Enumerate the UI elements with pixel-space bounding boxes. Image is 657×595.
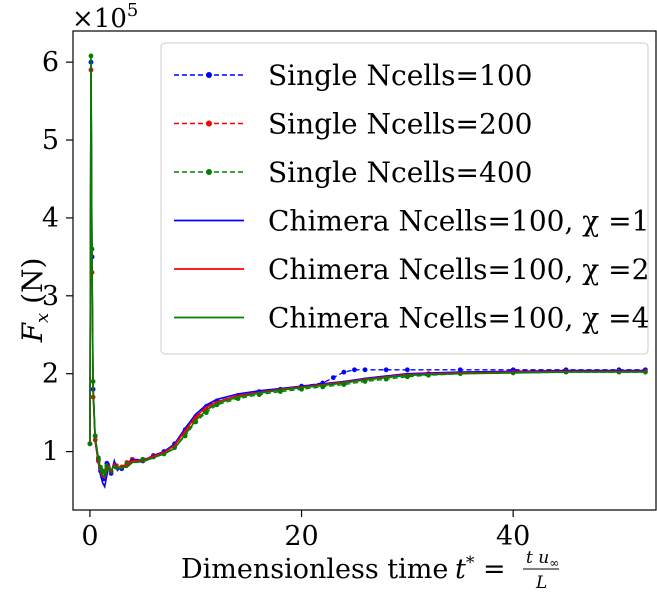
legend: Single Ncells=100 Single Ncells=200 Single…	[160, 42, 649, 355]
y-tick-label: 2	[42, 359, 59, 390]
x-axis-label-math: t* =	[455, 553, 506, 585]
y-axis-label: Fx (N)	[16, 258, 53, 344]
y-tick-label: 5	[42, 125, 59, 156]
series-1-point	[383, 367, 389, 373]
legend-label-2: Single Ncells=200	[268, 108, 532, 141]
y-tick-label: 3	[42, 281, 59, 312]
axes-frame	[72, 30, 657, 511]
ticks-layer: 0 20 40 1 2 3 4 5 6	[42, 47, 531, 552]
legend-label-3: Single Ncells=400	[268, 156, 532, 189]
x-axis-label: Dimensionless time t* = t u∞ L	[181, 548, 559, 593]
series-line-6	[89, 58, 646, 478]
y-scale-label: ×105	[72, 0, 138, 34]
series-1-point	[404, 367, 410, 373]
series-layer	[87, 53, 648, 489]
legend-label-6: Chimera Ncells=100, χ =4	[268, 302, 649, 335]
series-1-point	[330, 375, 336, 380]
series-1-point	[341, 369, 347, 375]
x-axis-fraction-denominator: L	[535, 573, 547, 593]
series-1-point	[352, 367, 357, 373]
x-tick-label: 0	[81, 521, 98, 552]
series-3-point	[88, 53, 94, 59]
legend-label-5: Chimera Ncells=100, χ =2	[268, 253, 649, 286]
y-tick-label: 6	[42, 47, 59, 78]
x-axis-fraction-numerator: t u∞	[526, 548, 559, 570]
plot-area: 0 20 40 1 2 3 4 5 6	[42, 30, 657, 552]
y-tick-label: 4	[42, 203, 59, 234]
x-axis-label-text: Dimensionless time	[181, 554, 448, 585]
legend-box	[160, 42, 649, 355]
legend-marker-2	[206, 120, 212, 127]
legend-marker-1	[206, 72, 212, 78]
x-tick-label: 20	[284, 521, 318, 552]
legend-label-4: Chimera Ncells=100, χ =1	[268, 205, 649, 238]
series-1-point	[362, 367, 368, 373]
x-tick-label: 40	[496, 521, 530, 552]
legend-marker-3	[206, 169, 212, 175]
legend-label-1: Single Ncells=100	[268, 59, 532, 92]
y-tick-label: 1	[42, 437, 59, 468]
